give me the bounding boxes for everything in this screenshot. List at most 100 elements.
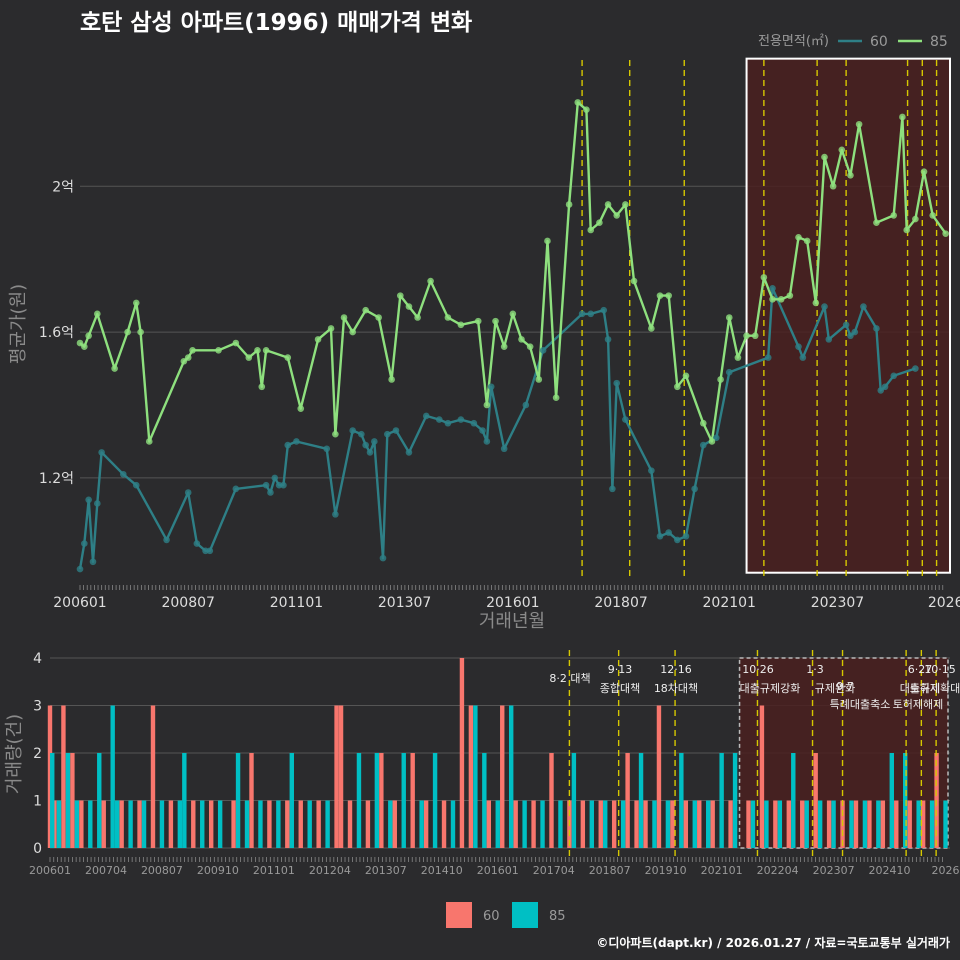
bar-85: [235, 753, 241, 848]
bar-60: [697, 800, 702, 848]
data-point-85: [483, 401, 491, 409]
top-x-tick-label: 201101: [270, 595, 323, 611]
top-x-tick-label: 2026: [928, 595, 960, 611]
bar-85: [450, 800, 456, 848]
data-point-85: [137, 328, 144, 336]
data-point-60: [379, 554, 387, 562]
bottom-x-tick-label: 200704: [85, 864, 127, 877]
legend-label-60: 60: [870, 34, 888, 50]
data-point-60: [193, 540, 201, 547]
bottom-y-tick-label: 2: [33, 746, 42, 762]
legend-label-85: 85: [930, 34, 948, 50]
data-point-85: [587, 226, 595, 234]
data-point-60: [163, 536, 170, 544]
data-point-60: [860, 303, 867, 310]
data-point-85: [648, 325, 655, 332]
bar-60: [119, 800, 124, 848]
bar-85: [849, 800, 854, 848]
data-point-60: [847, 332, 854, 340]
footer-credit: ©디아파트(dapt.kr) / 2026.01.27 / 자료=국토교통부 실…: [596, 935, 950, 950]
bar-60: [826, 800, 832, 848]
data-point-85: [262, 347, 270, 354]
data-point-60: [366, 449, 374, 456]
data-point-60: [600, 306, 608, 314]
bar-60: [813, 753, 818, 848]
bar-85: [777, 800, 783, 848]
bar-85: [876, 800, 881, 848]
data-point-85: [375, 314, 382, 321]
bar-60: [285, 800, 290, 848]
policy-annotation: 6·27: [908, 663, 933, 676]
bar-85: [791, 753, 796, 848]
bar-85: [508, 705, 514, 848]
data-point-85: [444, 314, 452, 321]
data-point-60: [76, 565, 84, 573]
bar-60: [137, 800, 142, 848]
bar-60: [500, 705, 505, 848]
data-point-60: [682, 532, 690, 540]
bar-60: [298, 800, 303, 848]
bar-85: [128, 800, 133, 848]
data-point-60: [851, 328, 859, 336]
bottom-x-tick-label: 201204: [309, 864, 351, 877]
top-x-axis-title: 거래년월: [479, 611, 545, 632]
bottom-policy-lines: [568, 650, 937, 856]
bottom-x-tick-label: 202204: [757, 864, 799, 877]
bar-60: [920, 800, 926, 848]
bar-85: [571, 753, 577, 848]
data-point-85: [821, 153, 828, 161]
bottom-x-tick-label: 201601: [477, 864, 519, 877]
bar-60: [168, 800, 174, 848]
bar-85: [889, 753, 894, 848]
data-point-85: [215, 347, 222, 354]
bar-85: [589, 800, 594, 848]
data-point-85: [708, 438, 716, 445]
data-point-60: [405, 449, 413, 456]
top-x-tick-label: 201807: [594, 595, 647, 611]
bar-85: [65, 753, 71, 848]
data-point-60: [284, 441, 292, 449]
data-point-60: [358, 430, 365, 438]
bottom-y-tick-label: 3: [33, 699, 42, 715]
bar-60: [513, 800, 518, 848]
bar-85: [200, 800, 205, 848]
data-point-85: [674, 383, 681, 391]
data-point-85: [474, 317, 482, 325]
data-point-85: [699, 419, 707, 427]
bar-60: [101, 800, 106, 848]
bar-60: [316, 800, 321, 848]
data-point-60: [539, 347, 547, 354]
bar-60: [441, 800, 447, 848]
policy-annotation: 9·7: [836, 680, 854, 693]
policy-annotation: 10·15: [924, 663, 956, 676]
top-series-points: [76, 99, 949, 573]
bar-60: [379, 753, 384, 848]
bar-85: [638, 753, 644, 848]
data-point-85: [656, 292, 664, 299]
data-point-60: [132, 481, 140, 489]
data-point-60: [392, 427, 400, 434]
data-point-85: [565, 201, 573, 208]
bar-85: [903, 753, 908, 848]
bar-60: [710, 800, 715, 848]
data-point-60: [85, 496, 92, 504]
bar-85: [244, 800, 250, 848]
bar-60: [853, 800, 859, 848]
bar-85: [706, 800, 711, 848]
bar-85: [159, 800, 165, 848]
bottom-x-tick-label: 202307: [813, 864, 855, 877]
data-point-60: [890, 372, 898, 380]
top-highlight-box: [745, 57, 951, 574]
bar-85: [177, 800, 183, 848]
legend-swatch-60: [446, 902, 472, 928]
data-point-60: [267, 489, 274, 496]
bar-60: [907, 800, 912, 848]
bottom-y-axis-title: 거래량(건): [4, 714, 25, 794]
bar-60: [334, 705, 339, 848]
top-x-tick-label: 201307: [378, 595, 431, 611]
data-point-60: [262, 481, 270, 489]
data-point-85: [327, 325, 335, 332]
data-point-85: [509, 310, 517, 318]
bar-85: [374, 753, 380, 848]
top-legend: 전용면적(㎡) 60 85: [758, 34, 948, 50]
